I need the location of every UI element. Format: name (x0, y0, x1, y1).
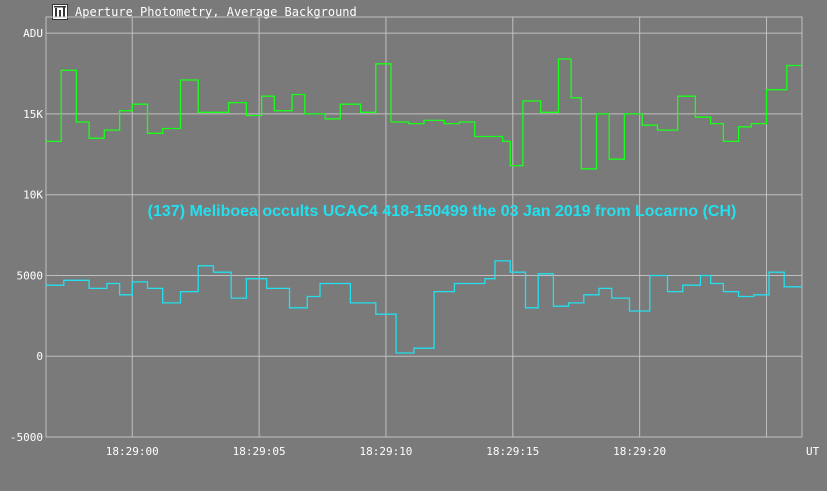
x-tick-label: 18:29:20 (613, 445, 666, 458)
tick-labels: -5000 0 5000 10K 15K ADU 18:29:00 18:29:05 18:29… (10, 27, 820, 458)
chart-icon[interactable] (52, 4, 68, 20)
y-tick-label: 5000 (17, 269, 44, 282)
x-axis-label: UT (806, 445, 820, 458)
plot-frame (45, 16, 803, 438)
series-layer (46, 58, 802, 354)
series-line-1 (46, 58, 802, 170)
x-tick-label: 18:29:10 (359, 445, 412, 458)
y-tick-label: 0 (36, 350, 43, 363)
x-tick-label: 18:29:00 (106, 445, 159, 458)
window-title: Aperture Photometry, Average Background (75, 5, 357, 19)
y-tick-label: ADU (23, 27, 43, 40)
series-line-2 (46, 260, 802, 354)
y-tick-label: 15K (23, 108, 43, 121)
x-tick-label: 18:29:15 (486, 445, 539, 458)
title-bar: Aperture Photometry, Average Background (0, 0, 357, 24)
y-tick-label: -5000 (10, 431, 43, 444)
chart-annotation: (137) Meliboea occults UCAC4 418-150499 … (148, 203, 737, 220)
y-tick-label: 10K (23, 189, 43, 202)
grid-lines (45, 16, 803, 438)
x-tick-label: 18:29:05 (233, 445, 286, 458)
